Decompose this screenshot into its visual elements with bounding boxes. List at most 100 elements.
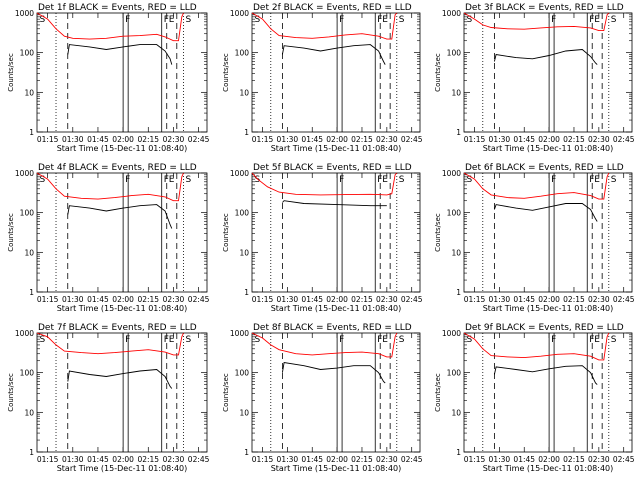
x-tick-label: 01:15 [252, 295, 274, 304]
y-tick-label: 10 [239, 408, 249, 417]
marker-flag: F [164, 335, 169, 345]
x-tick-label: 01:45 [513, 455, 535, 464]
x-tick-label: 02:30 [163, 295, 185, 304]
marker-flag: S [467, 175, 473, 185]
x-tick-label: 02:15 [351, 135, 373, 144]
marker-flag: E [382, 335, 388, 345]
x-tick-label: 01:15 [464, 295, 486, 304]
x-axis-label: Start Time (15-Dec-11 01:08:40) [483, 144, 614, 153]
marker-flag: S [611, 175, 617, 185]
marker-flag: E [594, 335, 600, 345]
x-tick-label: 02:00 [112, 135, 134, 144]
lld-series-line [251, 172, 398, 196]
events-series-line [67, 44, 173, 65]
marker-flag: S [611, 335, 617, 345]
y-tick-label: 10 [24, 408, 34, 417]
y-axis-label: Counts/sec [7, 213, 15, 252]
y-axis-label: Counts/sec [7, 373, 15, 412]
marker-flag: S [399, 175, 405, 185]
y-tick-label: 100 [447, 209, 462, 218]
x-tick-label: 01:30 [489, 135, 511, 144]
x-tick-label: 02:30 [163, 455, 185, 464]
marker-flag: S [186, 335, 192, 345]
y-tick-label: 1 [456, 128, 461, 137]
y-tick-label: 10 [239, 88, 249, 97]
lld-series-line [36, 332, 184, 356]
y-tick-label: 10 [24, 88, 34, 97]
x-tick-label: 02:15 [563, 295, 585, 304]
panel-title: Det 1f BLACK = Events, RED = LLD [38, 3, 197, 13]
panel-title: Det 4f BLACK = Events, RED = LLD [38, 163, 197, 173]
panel-title: Det 9f BLACK = Events, RED = LLD [465, 323, 624, 333]
marker-flag: S [467, 15, 473, 25]
x-tick-label: 02:45 [188, 455, 210, 464]
y-tick-label: 1 [29, 288, 34, 297]
y-tick-label: 10 [451, 248, 461, 257]
x-axis-label: Start Time (15-Dec-11 01:08:40) [483, 304, 614, 313]
y-tick-label: 1 [244, 448, 249, 457]
events-series-line [67, 204, 173, 229]
x-tick-label: 02:30 [588, 135, 610, 144]
detector-panel-2: Det 2f BLACK = Events, RED = LLD 1 10 100 10… [222, 3, 423, 153]
plot-frame [463, 332, 633, 453]
y-axis-label: Counts/sec [7, 53, 15, 92]
x-axis-label: Start Time (15-Dec-11 01:08:40) [271, 464, 402, 473]
x-tick-label: 02:45 [401, 455, 423, 464]
x-tick-label: 01:30 [277, 295, 299, 304]
x-tick-label: 02:00 [326, 455, 348, 464]
y-axis-label: Counts/sec [222, 53, 230, 92]
marker-flag: E [382, 175, 388, 185]
panel-title: Det 2f BLACK = Events, RED = LLD [253, 3, 412, 13]
x-tick-label: 02:45 [613, 455, 635, 464]
marker-flag: S [40, 175, 46, 185]
x-axis-label: Start Time (15-Dec-11 01:08:40) [271, 304, 402, 313]
marker-flag: S [399, 335, 405, 345]
lld-series-line [36, 12, 184, 42]
y-tick-label: 1000 [442, 329, 461, 338]
events-series-line [281, 44, 386, 65]
y-tick-label: 10 [451, 408, 461, 417]
marker-flag: F [125, 335, 130, 345]
events-series-line [493, 365, 598, 385]
plot-frame [36, 12, 208, 133]
marker-flag: F [377, 15, 382, 25]
events-series-line [493, 203, 598, 222]
x-tick-label: 02:30 [376, 135, 398, 144]
x-axis-label: Start Time (15-Dec-11 01:08:40) [271, 144, 402, 153]
y-tick-label: 1000 [230, 9, 249, 18]
y-tick-label: 1 [29, 448, 34, 457]
marker-flag: E [594, 175, 600, 185]
y-tick-label: 100 [20, 49, 35, 58]
y-axis-label: Counts/sec [434, 53, 442, 92]
x-tick-label: 02:45 [613, 295, 635, 304]
panel-title: Det 8f BLACK = Events, RED = LLD [253, 323, 412, 333]
y-tick-label: 100 [447, 369, 462, 378]
y-tick-label: 10 [24, 248, 34, 257]
marker-flag: S [467, 335, 473, 345]
panel-title: Det 6f BLACK = Events, RED = LLD [465, 163, 624, 173]
x-tick-label: 02:00 [538, 295, 560, 304]
plot-frame [251, 332, 421, 453]
y-tick-label: 1 [244, 288, 249, 297]
marker-flag: F [377, 175, 382, 185]
x-tick-label: 02:15 [563, 135, 585, 144]
x-tick-label: 01:30 [277, 135, 299, 144]
x-tick-label: 02:00 [326, 295, 348, 304]
marker-flag: F [164, 175, 169, 185]
x-tick-label: 02:00 [538, 135, 560, 144]
y-tick-label: 10 [451, 88, 461, 97]
x-tick-label: 01:15 [252, 455, 274, 464]
plot-frame [36, 172, 208, 293]
marker-flag: E [169, 335, 175, 345]
y-tick-label: 1000 [442, 9, 461, 18]
marker-flag: S [255, 335, 261, 345]
y-tick-label: 100 [235, 369, 250, 378]
x-tick-label: 02:00 [326, 135, 348, 144]
y-tick-label: 1 [244, 128, 249, 137]
x-tick-label: 01:30 [62, 455, 84, 464]
y-tick-label: 1 [456, 448, 461, 457]
y-tick-label: 1000 [230, 329, 249, 338]
y-axis-label: Counts/sec [434, 213, 442, 252]
marker-flag: S [399, 15, 405, 25]
